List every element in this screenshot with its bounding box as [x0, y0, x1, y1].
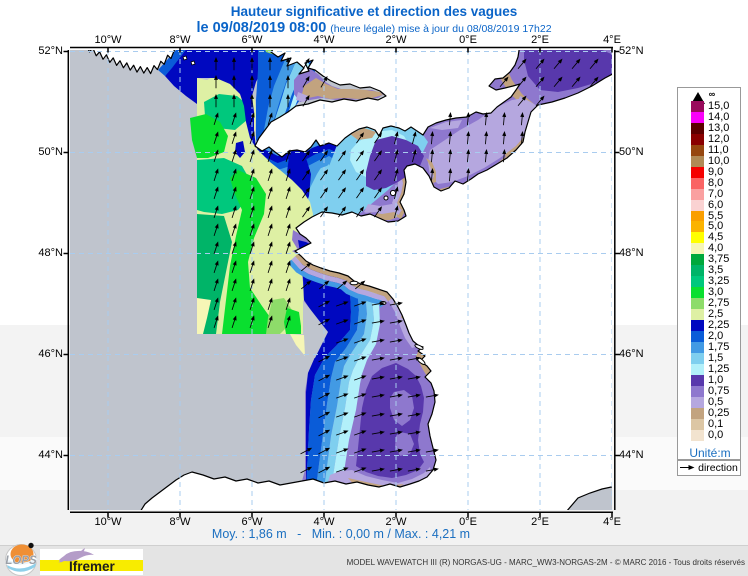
svg-text:LOPS: LOPS [5, 555, 37, 567]
